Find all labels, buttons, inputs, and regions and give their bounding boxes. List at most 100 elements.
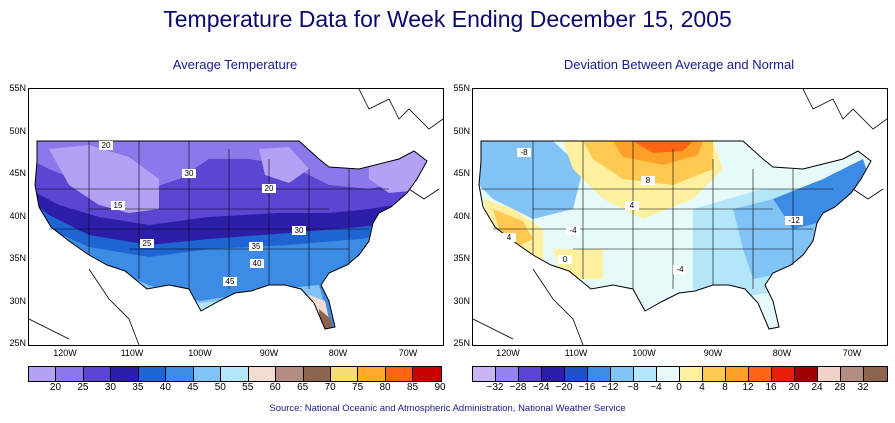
colorbar-label: −28 [509,382,527,393]
deviation-map: -8 8 4 -4 4 0 -4 -12 [472,88,888,346]
latitude-label: 35N [9,253,26,263]
left-state-lines [37,141,389,289]
average-temperature-svg: 20 30 20 15 25 35 30 40 45 [29,89,443,345]
colorbar-label: 12 [742,382,754,393]
colorbar-label: 80 [379,382,391,393]
colorbar-label: 60 [269,382,281,393]
right-colorbar [472,366,888,382]
colorbar-swatch [221,367,249,381]
latitude-label: 55N [453,83,470,93]
colorbar-swatch [413,367,441,381]
colorbar-label: −12 [601,382,619,393]
right-contour-label: -8 [520,148,528,157]
colorbar-label: −8 [627,382,639,393]
colorbar-swatch [166,367,194,381]
left-contour-label: 30 [185,169,194,178]
longitude-label: 70W [398,348,418,358]
colorbar-label: 70 [324,382,336,393]
colorbar-swatch [111,367,139,381]
left-fill-70 [319,309,335,329]
colorbar-swatch [772,367,795,381]
longitude-label: 80W [772,348,792,358]
colorbar-label: 20 [49,382,62,393]
colorbar-swatch [385,367,414,381]
right-us-outline [478,140,872,330]
latitude-label: 50N [9,125,26,136]
colorbar-label: 35 [132,382,144,393]
right-coast-lines [473,89,887,345]
colorbar-swatch [726,367,749,381]
colorbar-label: 50 [214,382,226,393]
colorbar-swatch [749,367,772,381]
colorbar-swatch [473,367,496,381]
latitude-label: 30N [9,295,26,306]
colorbar-label: 85 [406,382,419,393]
right-fill-pos16 [633,141,693,153]
colorbar-label: 45 [187,382,199,393]
left-contour-label: 30 [295,226,304,235]
right-fill-neg8-west [479,141,583,219]
colorbar-swatch [358,367,386,381]
longitude-label: 110W [564,348,588,358]
colorbar-label: 65 [297,382,309,393]
left-contour-label: 40 [253,259,262,268]
colorbar-swatch [864,367,887,381]
colorbar-label: −32 [486,382,504,393]
left-contour-labels: 20 30 20 15 25 35 30 40 45 [99,141,306,286]
colorbar-label: 40 [159,382,171,393]
average-temperature-map: 20 30 20 15 25 35 30 40 45 [28,88,444,346]
colorbar-swatch [330,367,359,381]
colorbar-swatch [519,367,542,381]
longitude-label: 100W [632,348,656,358]
colorbar-swatch [29,367,57,381]
latitude-label: 40N [453,210,470,221]
latitude-label: 50N [453,125,470,136]
page-title: Temperature Data for Week Ending Decembe… [163,6,732,32]
right-contour-label: 4 [630,201,635,210]
longitude-label: 90W [703,348,723,358]
latitude-label: 25N [9,338,26,348]
longitude-label: 120W [496,348,520,358]
colorbar-label: 75 [352,382,364,393]
colorbar-label: 8 [722,382,728,393]
latitude-label: 45N [9,168,26,178]
left-contour-label: 25 [143,239,152,248]
colorbar-swatch [248,367,277,381]
left-contour-label: 35 [252,242,261,251]
left-contour-label: 20 [265,184,274,193]
colorbar-label: 20 [788,382,800,393]
colorbar-swatch [83,367,112,381]
latitude-label: 40N [9,210,26,221]
longitude-label: 100W [188,348,212,358]
longitude-label: 110W [120,348,144,358]
colorbar-label: 30 [104,382,116,393]
colorbar-swatch [841,367,864,381]
colorbar-label: 24 [811,382,823,393]
left-fill-20 [49,145,159,213]
left-coast-lines [29,89,443,345]
colorbar-label: 32 [857,382,869,393]
left-contour-label: 20 [102,141,111,150]
left-contour-label: 45 [226,277,235,286]
right-contour-labels: -8 8 4 -4 4 0 -4 -12 [502,148,803,274]
colorbar-label: 25 [77,382,89,393]
right-contour-label: 0 [563,255,568,264]
colorbar-swatch [303,367,331,381]
left-colorbar [28,366,442,382]
left-colorbar-labels: 20 25 30 35 40 45 50 55 60 65 70 75 80 85 90 [28,382,446,394]
colorbar-label: −20 [555,382,573,393]
colorbar-swatch [276,367,304,381]
colorbar-swatch [703,367,726,381]
left-fill-55 [149,289,329,329]
colorbar-swatch [680,367,703,381]
colorbar-label: 4 [699,382,705,393]
colorbar-label: 90 [434,382,446,393]
colorbar-swatch [795,367,818,381]
colorbar-label: −4 [650,382,662,393]
colorbar-swatch [496,367,519,381]
right-contour-label: -12 [788,216,800,225]
right-contour-label: 4 [507,233,512,242]
colorbar-label: −16 [578,382,596,393]
left-map-subtitle: Average Temperature [172,57,298,72]
colorbar-swatch [818,367,841,381]
